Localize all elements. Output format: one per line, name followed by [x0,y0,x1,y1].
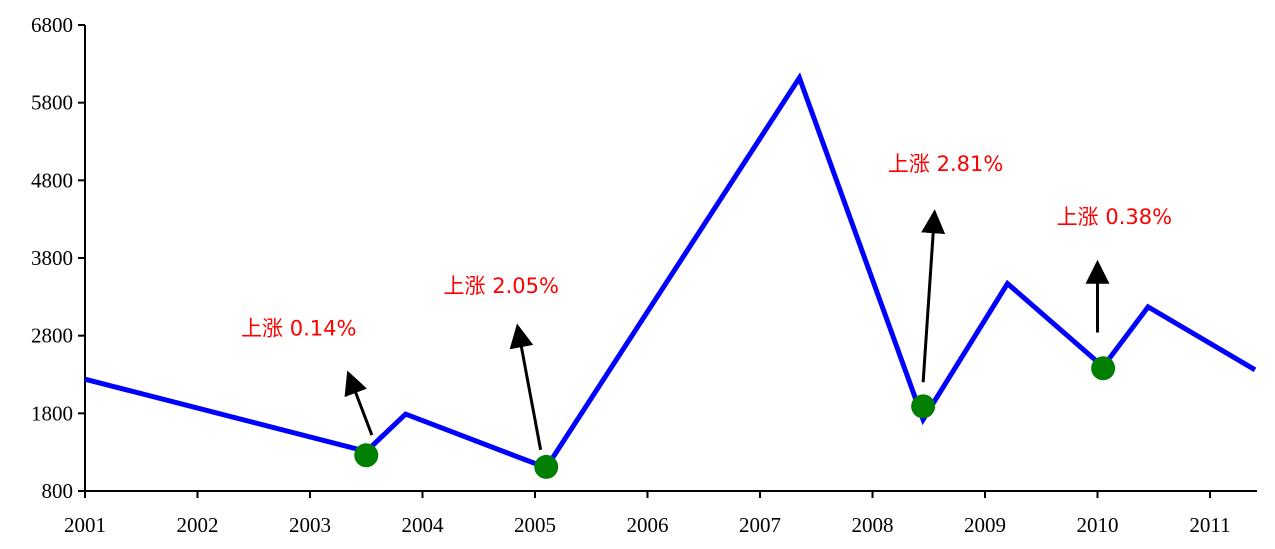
x-tick-label: 2007 [739,513,781,537]
highlight-marker [534,454,559,479]
x-tick-label: 2008 [852,513,894,537]
y-axis-ticks: 800 1800 2800 3800 4800 5800 6800 [31,13,85,503]
highlight-marker [1091,356,1116,381]
y-tick-label: 6800 [31,13,73,37]
x-tick-label: 2004 [402,513,445,537]
series-lines [84,72,1257,471]
up-arrow [344,370,374,436]
up-arrow [921,209,946,383]
rise-annotation: 上涨 0.38% [1057,205,1172,229]
y-tick-label: 3800 [31,246,73,270]
arrows [344,209,1110,451]
axes [84,25,1257,492]
series-line [84,72,1257,471]
y-tick-label: 2800 [31,324,73,348]
x-tick-label: 2011 [1189,513,1230,537]
annotations: 上涨 0.14% 上涨 2.05% 上涨 2.81% 上涨 0.38% [241,152,1172,341]
x-tick-label: 2003 [289,513,331,537]
highlight-marker [354,443,379,468]
x-tick-label: 2005 [514,513,556,537]
y-tick-label: 4800 [31,168,73,192]
markers [354,356,1116,479]
x-tick-label: 2001 [64,513,106,537]
y-tick-label: 5800 [31,91,73,115]
y-tick-label: 800 [42,479,74,503]
up-arrow [509,323,543,451]
x-tick-label: 2006 [627,513,669,537]
x-tick-label: 2009 [964,513,1006,537]
rise-annotation: 上涨 2.81% [888,152,1003,176]
x-tick-label: 2002 [177,513,219,537]
highlight-marker [911,394,936,419]
rise-annotation: 上涨 0.14% [241,317,356,341]
y-tick-label: 1800 [31,401,73,425]
x-axis-ticks: 2001 2002 2003 2004 2005 2006 2007 2008 2009 2010… [64,491,1231,537]
x-tick-label: 2010 [1077,513,1119,537]
rise-annotation: 上涨 2.05% [444,274,559,298]
